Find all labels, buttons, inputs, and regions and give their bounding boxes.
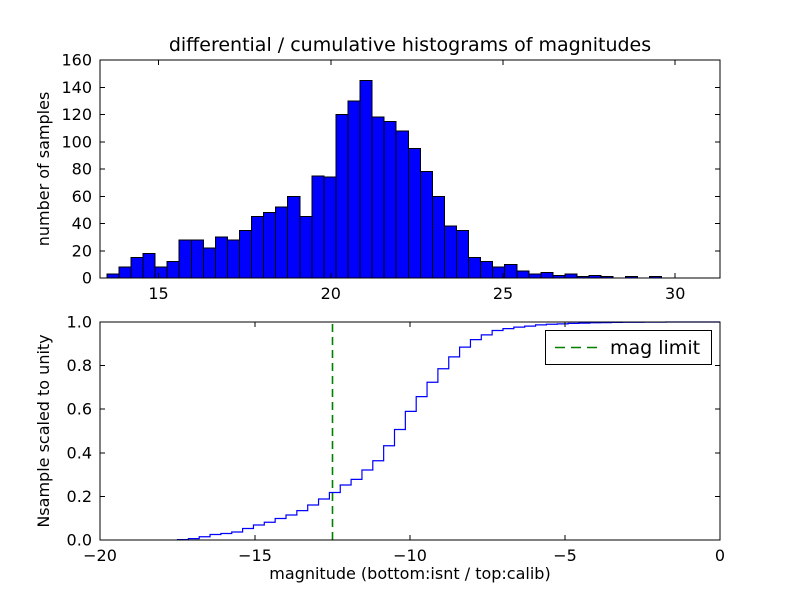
legend-label: mag limit: [610, 337, 700, 359]
histogram-bar: [275, 206, 289, 279]
x-tick-label: −10: [393, 546, 427, 565]
histogram-bar: [239, 229, 253, 279]
bottom-cdf-axes: −20 −15 −10 −5 0 0.0 0.2 0.4 0.6 0.8 1.0: [67, 313, 726, 566]
histogram-bar: [419, 171, 433, 279]
y-tick-label: 60: [72, 187, 92, 206]
figure-title: differential / cumulative histograms of …: [169, 34, 651, 56]
histogram-bar: [443, 225, 458, 279]
histogram-bar: [431, 195, 445, 279]
y-tick-label: 0: [82, 269, 92, 288]
histogram-bar: [106, 273, 120, 279]
y-tick-label: 1.0: [67, 313, 92, 332]
x-tick-label: −15: [238, 546, 272, 565]
histogram-bar: [395, 130, 409, 279]
histogram-bar: [142, 252, 156, 279]
histogram-bar: [226, 239, 241, 279]
histogram-bar: [528, 273, 542, 279]
y-tick-label: 0.8: [67, 356, 92, 375]
y-tick-label: 0.6: [67, 400, 92, 419]
histogram-bar: [299, 216, 313, 279]
histogram-bar: [323, 176, 337, 279]
y-tick-label: 100: [61, 132, 92, 151]
histogram-bar: [407, 148, 421, 279]
histogram-bar: [371, 116, 385, 279]
x-tick-label: 25: [493, 284, 513, 303]
y-tick-label: 20: [72, 241, 92, 260]
histogram-bar: [468, 257, 482, 279]
y-tick-label: 0.2: [67, 487, 92, 506]
histogram-bar: [359, 79, 373, 279]
x-tick-label: −20: [83, 546, 117, 565]
histogram-bar: [335, 114, 349, 279]
histogram-bar: [504, 263, 518, 279]
top-histogram-axes: 15 20 25 30 0 20 40 60 80 100 120 140 160: [61, 51, 721, 303]
y-tick-label: 120: [61, 105, 92, 124]
histogram-bar: [540, 272, 554, 279]
histogram-bar: [251, 216, 265, 279]
histogram-bar: [564, 273, 578, 279]
histogram-bar: [287, 195, 301, 279]
x-tick-label: 0: [715, 546, 725, 565]
x-tick-label: 30: [665, 284, 685, 303]
bottom-xlabel: magnitude (bottom:isnt / top:calib): [269, 564, 550, 583]
y-tick-label: 0.0: [67, 531, 92, 550]
legend: mag limit: [545, 330, 712, 365]
top-ylabel: number of samples: [34, 92, 53, 247]
cumulative-step-line: [176, 321, 720, 541]
histogram-bar: [263, 212, 277, 279]
histogram-bar: [166, 261, 180, 279]
histogram-bar: [202, 247, 216, 279]
histogram-bar: [178, 239, 192, 279]
bottom-ylabel: Nsample scaled to unity: [34, 334, 53, 527]
histogram-bar: [383, 120, 397, 279]
histogram-bar: [456, 229, 470, 279]
y-tick-label: 0.4: [67, 443, 92, 462]
x-tick-label: 15: [148, 284, 168, 303]
y-tick-label: 140: [61, 78, 92, 97]
histogram-bar: [214, 236, 228, 279]
y-tick-label: 40: [72, 214, 92, 233]
x-tick-label: 20: [321, 284, 341, 303]
histogram-bar: [347, 100, 361, 279]
histogram-bar: [118, 266, 132, 279]
histogram-bar: [311, 175, 325, 279]
histogram-bar: [154, 266, 168, 279]
histogram-bar: [480, 261, 494, 279]
histogram-bar: [190, 239, 204, 279]
y-tick-label: 80: [72, 160, 92, 179]
y-tick-label: 160: [61, 51, 92, 70]
x-tick-label: −5: [553, 546, 577, 565]
histogram-bar: [516, 270, 530, 279]
histogram-bar: [130, 257, 144, 279]
